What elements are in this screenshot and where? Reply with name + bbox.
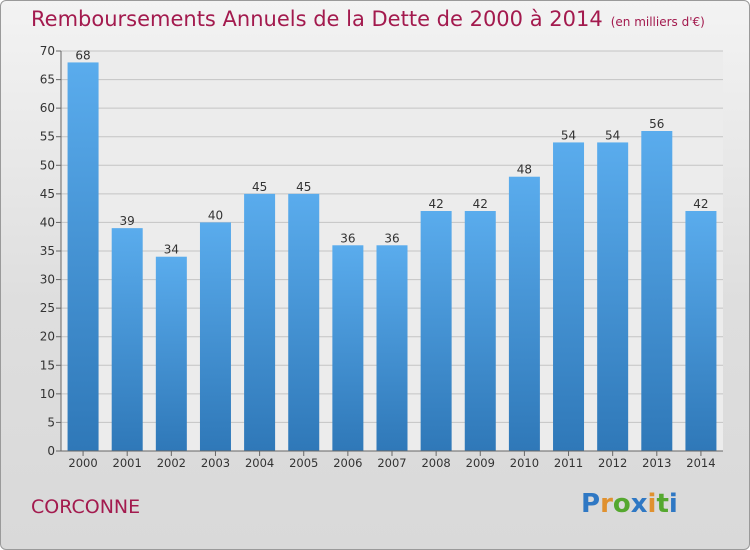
axes-layer bbox=[56, 50, 723, 456]
x-tick-label: 2002 bbox=[157, 456, 186, 470]
y-tick-label: 55 bbox=[40, 130, 55, 144]
x-tick-label: 2014 bbox=[686, 456, 715, 470]
bar bbox=[199, 222, 231, 451]
bar bbox=[332, 245, 364, 451]
data-label: 42 bbox=[693, 197, 708, 211]
x-tick-label: 2001 bbox=[113, 456, 142, 470]
y-tick-label: 20 bbox=[40, 330, 55, 344]
y-tick-label: 60 bbox=[40, 101, 55, 115]
y-tick-label: 30 bbox=[40, 273, 55, 287]
data-label: 68 bbox=[75, 48, 90, 62]
x-tick-label: 2013 bbox=[642, 456, 671, 470]
logo-letter: x bbox=[630, 489, 648, 519]
y-tick-label: 50 bbox=[40, 158, 55, 172]
y-tick-label: 5 bbox=[47, 415, 55, 429]
logo-letter: o bbox=[612, 489, 631, 519]
data-label: 36 bbox=[340, 231, 355, 245]
data-label: 45 bbox=[296, 180, 311, 194]
bar bbox=[685, 211, 717, 451]
chart-title-unit: (en milliers d'€) bbox=[610, 15, 705, 29]
x-tick-label: 2007 bbox=[377, 456, 406, 470]
y-tick-label: 70 bbox=[40, 44, 55, 58]
x-tick-label: 2000 bbox=[68, 456, 97, 470]
y-tick-label: 25 bbox=[40, 301, 55, 315]
logo-letter: t bbox=[656, 489, 669, 519]
bar bbox=[553, 142, 585, 451]
y-tick-label: 35 bbox=[40, 244, 55, 258]
bars-layer bbox=[67, 62, 717, 452]
logo-letter: r bbox=[600, 489, 613, 519]
x-tick-label: 2012 bbox=[598, 456, 627, 470]
bar bbox=[376, 245, 408, 451]
x-tick-label: 2005 bbox=[289, 456, 318, 470]
data-label: 42 bbox=[428, 197, 443, 211]
data-label: 56 bbox=[649, 117, 664, 131]
data-label: 34 bbox=[164, 243, 179, 257]
data-label: 54 bbox=[561, 128, 576, 142]
labels-layer: 0 5 10 15 20 25 30 35 40 45 50 55 60 65 70 68 2000 39 2001… bbox=[40, 44, 716, 470]
x-tick-label: 2009 bbox=[466, 456, 495, 470]
data-label: 36 bbox=[384, 231, 399, 245]
bar bbox=[464, 211, 496, 451]
bar bbox=[597, 142, 629, 451]
x-tick-label: 2008 bbox=[421, 456, 450, 470]
bar bbox=[111, 228, 143, 451]
data-label: 40 bbox=[208, 208, 223, 222]
x-tick-label: 2006 bbox=[333, 456, 362, 470]
bar bbox=[420, 211, 452, 451]
y-tick-label: 65 bbox=[40, 73, 55, 87]
logo-letter: i bbox=[647, 489, 657, 519]
x-tick-label: 2003 bbox=[201, 456, 230, 470]
data-label: 39 bbox=[120, 214, 135, 228]
y-tick-label: 45 bbox=[40, 187, 55, 201]
data-label: 48 bbox=[517, 163, 532, 177]
bar bbox=[244, 193, 276, 451]
y-tick-label: 10 bbox=[40, 387, 55, 401]
bar bbox=[67, 62, 99, 452]
proxiti-logo: Proxiti bbox=[581, 489, 678, 519]
commune-name: CORCONNE bbox=[31, 496, 141, 518]
bar bbox=[641, 131, 673, 451]
logo-letter: P bbox=[581, 489, 601, 519]
x-tick-label: 2004 bbox=[245, 456, 274, 470]
bar bbox=[508, 176, 540, 451]
chart-title: Remboursements Annuels de la Dette de 20… bbox=[31, 7, 705, 31]
y-tick-label: 15 bbox=[40, 358, 55, 372]
bar bbox=[288, 193, 320, 451]
x-tick-label: 2010 bbox=[510, 456, 539, 470]
logo-letter: i bbox=[668, 489, 678, 519]
data-label: 54 bbox=[605, 128, 620, 142]
y-tick-label: 40 bbox=[40, 215, 55, 229]
data-label: 42 bbox=[473, 197, 488, 211]
chart-title-text: Remboursements Annuels de la Dette de 20… bbox=[31, 7, 603, 31]
y-tick-label: 0 bbox=[47, 444, 55, 458]
data-label: 45 bbox=[252, 180, 267, 194]
bar bbox=[155, 256, 187, 451]
x-tick-label: 2011 bbox=[554, 456, 583, 470]
